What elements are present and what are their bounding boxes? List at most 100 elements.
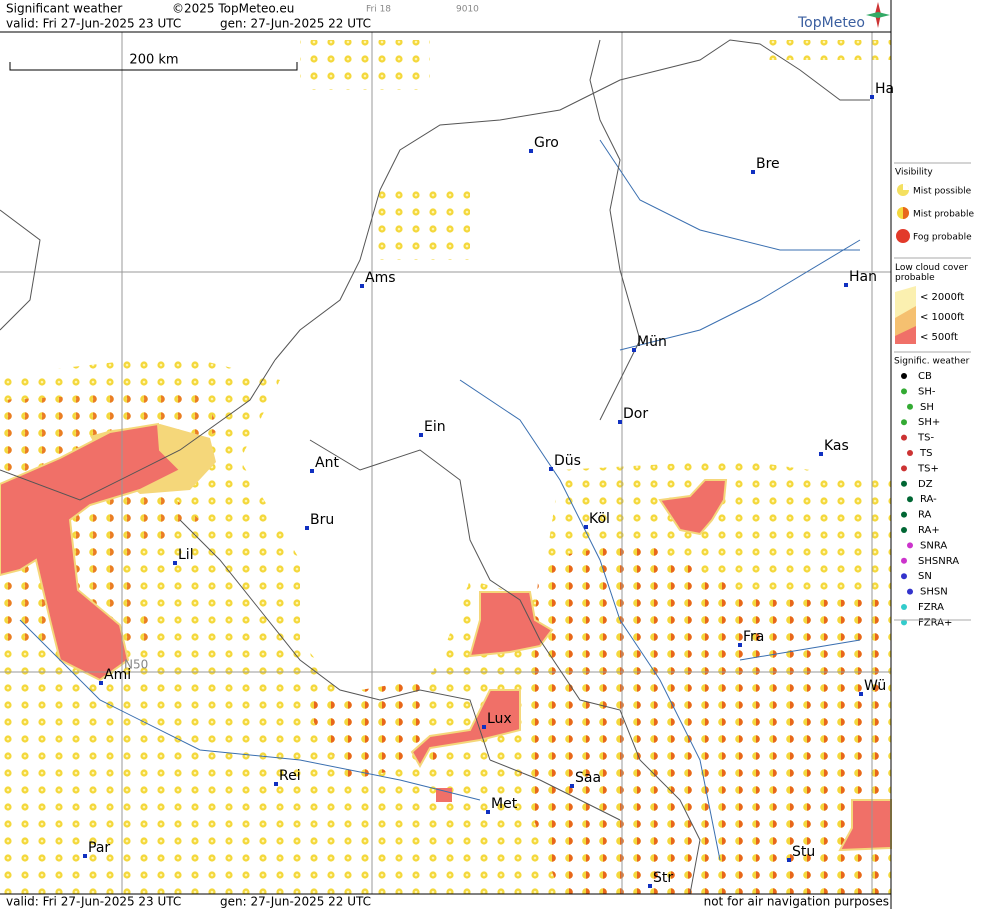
city-label: Fra (743, 629, 764, 645)
city-label: Ha (875, 81, 894, 97)
legend-symbol (907, 496, 913, 503)
city-label: Bru (310, 512, 334, 528)
legend-item: < 500ft (920, 332, 958, 343)
header-gen: gen: 27-Jun-2025 22 UTC (220, 17, 371, 31)
legend-item: SHSNRA (918, 556, 959, 567)
legend-item: TS+ (917, 463, 939, 474)
city-label: Rei (279, 768, 301, 784)
city-marker (83, 854, 87, 858)
legend-item: < 2000ft (920, 292, 964, 303)
city-label: Ams (365, 270, 396, 286)
footer-note: not for air navigation purposes (704, 895, 889, 909)
city-label: Str (653, 870, 673, 886)
legend-item: SNRA (920, 540, 947, 551)
city-label: Par (88, 840, 110, 856)
city-marker (738, 643, 742, 647)
scale-label: 200 km (129, 53, 178, 68)
legend-item: FZRA+ (918, 617, 952, 628)
legend-item: CB (918, 371, 932, 382)
legend-symbol (901, 604, 907, 610)
legend-item: SN (918, 571, 932, 582)
city-label: Ein (424, 419, 446, 435)
legend-item: FZRA (918, 602, 944, 613)
city-label: Köl (589, 511, 610, 527)
legend-symbol (901, 373, 907, 379)
legend-item: SHSN (920, 587, 948, 598)
legend-symbol (907, 403, 913, 410)
legend-symbol (901, 465, 907, 472)
legend-title: Signific. weather (894, 357, 970, 367)
city-marker (482, 725, 486, 729)
city-marker (584, 525, 588, 529)
legend-item: Mist probable (913, 210, 975, 220)
header-day: Fri 18 (366, 5, 391, 15)
city-label: Dor (623, 406, 648, 422)
city-marker (751, 170, 755, 174)
city-label: Mün (637, 334, 667, 350)
city-label: Met (491, 796, 518, 812)
legend-symbol (901, 388, 907, 395)
city-marker (859, 692, 863, 696)
city-label: Bre (756, 156, 780, 172)
legend-item: TS- (917, 433, 934, 444)
legend-symbol (907, 588, 913, 595)
city-marker (632, 348, 636, 352)
legend-title: Visibility (895, 168, 933, 178)
footer-gen: gen: 27-Jun-2025 22 UTC (220, 895, 371, 909)
legend-item: RA+ (918, 525, 940, 536)
city-marker (844, 283, 848, 287)
footer-valid: valid: Fri 27-Jun-2025 23 UTC (6, 895, 181, 909)
cities: Ha Gro Bre Ams Han Mün Dor Ein Kas Ant Düs Bru Köl Li… (0, 81, 894, 888)
grid-label: N50 (124, 658, 148, 672)
legend-symbol (901, 480, 907, 487)
legend-item: SH- (918, 386, 936, 397)
legend-item: SH (920, 402, 934, 413)
legend-symbol (901, 511, 907, 518)
city-label: Lux (487, 711, 512, 727)
city-marker (305, 526, 309, 530)
city-marker (419, 433, 423, 437)
legend-item: RA (918, 510, 932, 521)
legend-symbol (907, 450, 913, 456)
city-label: Kas (824, 438, 849, 454)
city-marker (99, 681, 103, 685)
city-label: Stu (792, 844, 815, 860)
legend-symbol (901, 573, 907, 580)
scale-bar (9, 62, 298, 71)
legend-item: Mist possible (913, 187, 972, 197)
city-label: Lil (178, 547, 194, 563)
header-copyright: ©2025 TopMeteo.eu (172, 2, 294, 16)
city-marker (360, 284, 364, 288)
city-marker (173, 561, 177, 565)
legend-item: DZ (918, 479, 933, 490)
legend-symbol (901, 557, 907, 564)
legend-symbol (901, 619, 907, 626)
legend-title: Low cloud cover probable (895, 263, 968, 283)
logo: TopMeteo (797, 15, 865, 31)
header-code: 9010 (456, 5, 479, 15)
city-marker (310, 469, 314, 473)
city-marker (274, 782, 278, 786)
city-label: Wü (864, 678, 886, 694)
city-marker (787, 858, 791, 862)
city-marker (529, 149, 533, 153)
logo-compass (866, 2, 890, 28)
city-label: Gro (534, 135, 559, 151)
legend-item: Fog probable (913, 233, 972, 243)
header-valid: valid: Fri 27-Jun-2025 23 UTC (6, 17, 181, 31)
city-label: Ami (104, 667, 131, 683)
city-marker (648, 884, 652, 888)
city-label: Han (849, 269, 877, 285)
legend-symbol (901, 527, 907, 533)
city-marker (570, 784, 574, 788)
city-marker (819, 452, 823, 456)
legend-item: SH+ (918, 417, 940, 428)
legend-item: TS (919, 448, 932, 459)
map (0, 32, 892, 895)
legend-item: < 1000ft (920, 312, 964, 323)
legend-symbol (907, 542, 913, 549)
city-label: Ant (315, 455, 339, 471)
city-label: Düs (554, 453, 581, 469)
city-marker (618, 420, 622, 424)
